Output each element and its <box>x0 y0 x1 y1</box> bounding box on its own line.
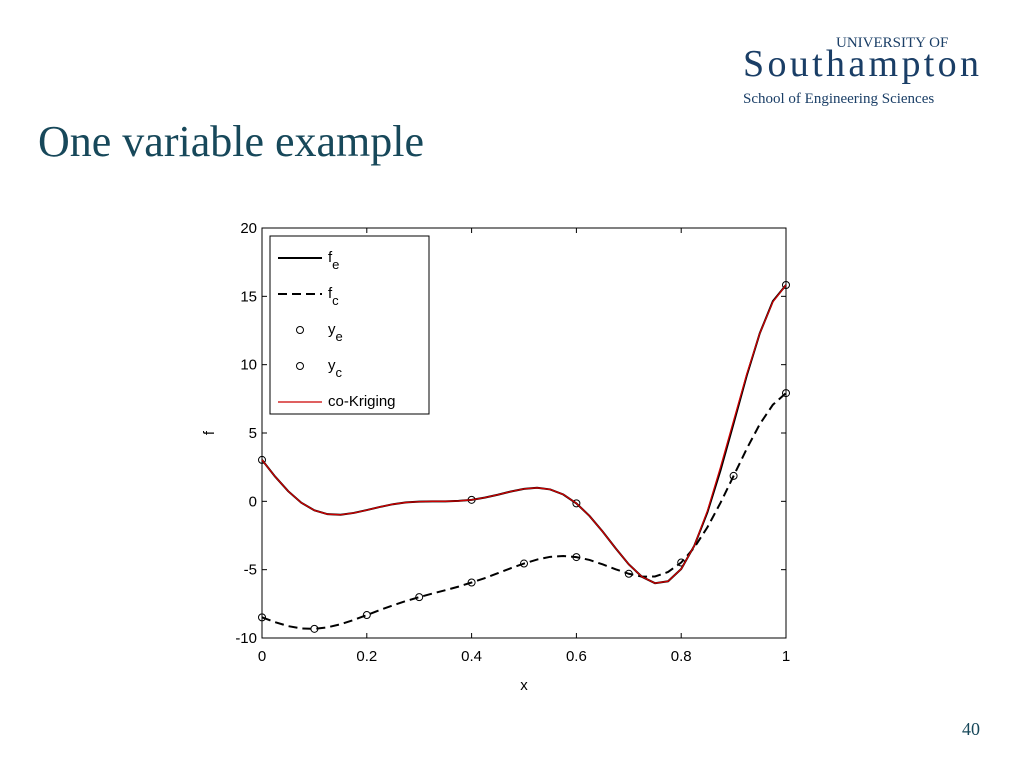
y-tick-label: 15 <box>240 288 257 305</box>
y-tick-label: -10 <box>235 630 257 647</box>
data-point <box>415 593 424 602</box>
data-point <box>572 499 581 508</box>
legend-label: co-Kriging <box>328 393 396 410</box>
legend-subscript: e <box>332 257 339 272</box>
legend-label: fc <box>328 285 339 308</box>
data-point <box>362 611 371 620</box>
data-point <box>572 553 581 562</box>
data-point <box>467 578 476 587</box>
slide-title: One variable example <box>38 117 424 166</box>
legend-marker <box>296 326 304 334</box>
x-tick-label: 0 <box>258 648 266 665</box>
data-point <box>782 389 790 398</box>
legend-label: ye <box>328 321 343 344</box>
y-tick-label: -5 <box>244 562 257 579</box>
x-tick-label: 0.4 <box>461 648 482 665</box>
y-tick-label: 10 <box>240 357 257 374</box>
legend-label: fe <box>328 249 339 272</box>
series-line <box>261 284 787 584</box>
data-point <box>782 280 790 289</box>
y-axis-label: f <box>201 430 218 435</box>
x-tick-label: 0.2 <box>356 648 377 665</box>
legend-label: yc <box>328 357 343 380</box>
legend-subscript: e <box>336 329 343 344</box>
data-point <box>729 471 738 480</box>
data-point <box>520 559 528 568</box>
data-point <box>258 455 266 464</box>
x-tick-label: 0.8 <box>671 648 692 665</box>
logo-top: UNIVERSITY OF <box>836 35 948 51</box>
y-tick-label: 0 <box>249 493 257 510</box>
legend-subscript: c <box>332 293 339 308</box>
y-tick-label: 20 <box>240 220 257 237</box>
series-line <box>261 392 787 630</box>
data-point <box>624 569 633 578</box>
legend-box <box>269 235 430 415</box>
legend-marker <box>296 362 304 370</box>
x-axis-label: x <box>520 677 528 694</box>
legend-name: y <box>328 321 336 338</box>
data-point <box>310 624 319 633</box>
x-tick-label: 1 <box>782 648 790 665</box>
logo-main: Southampton <box>743 43 979 85</box>
page-number: 40 <box>962 719 980 739</box>
logo-sub: School of Engineering Sciences <box>743 91 934 107</box>
legend-name: f <box>328 249 333 266</box>
legend-name: co-Kriging <box>328 393 396 410</box>
x-tick-label: 0.6 <box>566 648 587 665</box>
legend-name: f <box>328 285 333 302</box>
data-point <box>258 613 266 622</box>
y-tick-label: 5 <box>249 425 257 442</box>
legend-name: y <box>328 357 336 374</box>
legend-subscript: c <box>336 365 343 380</box>
